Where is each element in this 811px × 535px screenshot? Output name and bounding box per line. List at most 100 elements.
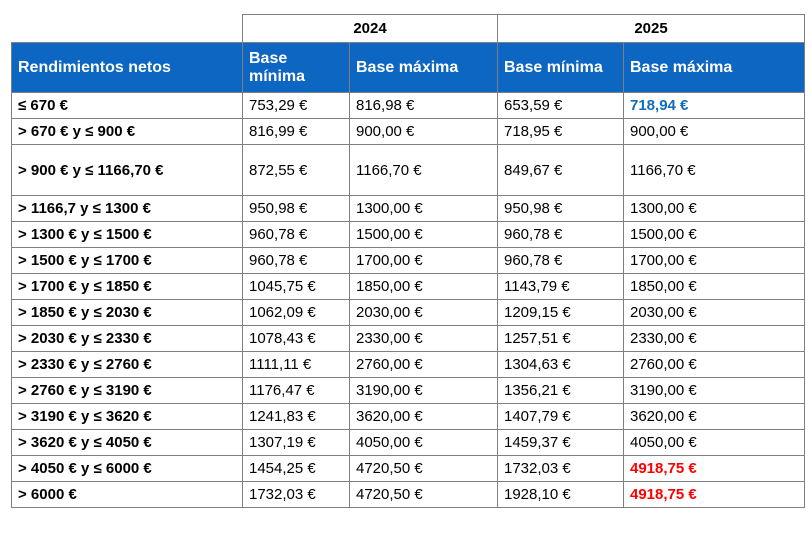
min-2024-cell: 950,98 €: [242, 195, 350, 222]
min-2024-cell: 872,55 €: [242, 144, 350, 196]
min-2025-cell: 960,78 €: [497, 221, 624, 248]
max-2024-cell: 1500,00 €: [349, 221, 498, 248]
income-range-cell: > 3620 € y ≤ 4050 €: [11, 429, 243, 456]
table-row: > 2330 € y ≤ 2760 €1111,11 €2760,00 €130…: [11, 351, 805, 378]
income-column-header: Rendimientos netos: [11, 42, 243, 93]
year-2024-header: 2024: [242, 14, 498, 43]
min-2024-cell: 1045,75 €: [242, 273, 350, 300]
min-2024-cell: 1176,47 €: [242, 377, 350, 404]
min-2025-cell: 1356,21 €: [497, 377, 624, 404]
max-2024-cell: 2330,00 €: [349, 325, 498, 352]
max-2024-cell: 1850,00 €: [349, 273, 498, 300]
table-row: > 4050 € y ≤ 6000 €1454,25 €4720,50 €173…: [11, 455, 805, 482]
max-2025-cell: 1300,00 €: [623, 195, 805, 222]
max-2024-cell: 1700,00 €: [349, 247, 498, 274]
max-2024-cell: 2030,00 €: [349, 299, 498, 326]
min-2024-cell: 816,99 €: [242, 118, 350, 145]
year-header-row: 2024 2025: [11, 14, 805, 43]
income-range-cell: > 1700 € y ≤ 1850 €: [11, 273, 243, 300]
min-2025-cell: 1732,03 €: [497, 455, 624, 482]
max-2024-cell: 1166,70 €: [349, 144, 498, 196]
max-2025-cell: 2030,00 €: [623, 299, 805, 326]
table-row: > 2760 € y ≤ 3190 €1176,47 €3190,00 €135…: [11, 377, 805, 404]
table-row: > 1700 € y ≤ 1850 €1045,75 €1850,00 €114…: [11, 273, 805, 300]
min-2024-cell: 1307,19 €: [242, 429, 350, 456]
min-2025-cell: 960,78 €: [497, 247, 624, 274]
max-2025-column-header: Base máxima: [623, 42, 805, 93]
income-range-cell: > 6000 €: [11, 481, 243, 508]
max-2025-cell: 1500,00 €: [623, 221, 805, 248]
income-range-cell: > 1850 € y ≤ 2030 €: [11, 299, 243, 326]
max-2025-cell: 2760,00 €: [623, 351, 805, 378]
table-row: > 1850 € y ≤ 2030 €1062,09 €2030,00 €120…: [11, 299, 805, 326]
table-row: > 3190 € y ≤ 3620 €1241,83 €3620,00 €140…: [11, 403, 805, 430]
max-2025-cell: 1166,70 €: [623, 144, 805, 196]
min-2025-cell: 1407,79 €: [497, 403, 624, 430]
max-2025-cell: 1700,00 €: [623, 247, 805, 274]
min-2025-cell: 950,98 €: [497, 195, 624, 222]
max-2025-cell: 718,94 €: [623, 92, 805, 119]
min-2024-cell: 1062,09 €: [242, 299, 350, 326]
max-2025-cell: 4050,00 €: [623, 429, 805, 456]
min-2025-cell: 1257,51 €: [497, 325, 624, 352]
min-2025-cell: 849,67 €: [497, 144, 624, 196]
max-2025-cell: 1850,00 €: [623, 273, 805, 300]
max-2025-cell: 2330,00 €: [623, 325, 805, 352]
min-2025-cell: 1459,37 €: [497, 429, 624, 456]
max-2024-cell: 4050,00 €: [349, 429, 498, 456]
max-2024-cell: 3620,00 €: [349, 403, 498, 430]
max-2024-cell: 1300,00 €: [349, 195, 498, 222]
min-2025-cell: 1304,63 €: [497, 351, 624, 378]
min-2025-column-header: Base mínima: [497, 42, 624, 93]
min-2024-cell: 1454,25 €: [242, 455, 350, 482]
income-range-cell: > 900 € y ≤ 1166,70 €: [11, 144, 243, 196]
max-2024-cell: 816,98 €: [349, 92, 498, 119]
table-row: > 6000 €1732,03 €4720,50 €1928,10 €4918,…: [11, 481, 805, 508]
income-range-cell: > 1300 € y ≤ 1500 €: [11, 221, 243, 248]
income-range-cell: > 1166,7 y ≤ 1300 €: [11, 195, 243, 222]
contribution-bases-table: 2024 2025 Rendimientos netos Base mínima…: [11, 14, 805, 508]
min-2024-column-header: Base mínima: [242, 42, 350, 93]
max-2024-cell: 2760,00 €: [349, 351, 498, 378]
income-range-cell: ≤ 670 €: [11, 92, 243, 119]
max-2025-cell: 4918,75 €: [623, 481, 805, 508]
income-range-cell: > 2760 € y ≤ 3190 €: [11, 377, 243, 404]
min-2025-cell: 718,95 €: [497, 118, 624, 145]
max-2024-cell: 900,00 €: [349, 118, 498, 145]
min-2024-cell: 960,78 €: [242, 221, 350, 248]
table-row: > 1300 € y ≤ 1500 €960,78 €1500,00 €960,…: [11, 221, 805, 248]
max-2025-cell: 4918,75 €: [623, 455, 805, 482]
income-range-cell: > 670 € y ≤ 900 €: [11, 118, 243, 145]
min-2024-cell: 753,29 €: [242, 92, 350, 119]
table-row: > 900 € y ≤ 1166,70 €872,55 €1166,70 €84…: [11, 144, 805, 196]
table-row: > 1500 € y ≤ 1700 €960,78 €1700,00 €960,…: [11, 247, 805, 274]
max-2024-cell: 4720,50 €: [349, 455, 498, 482]
table-row: > 3620 € y ≤ 4050 €1307,19 €4050,00 €145…: [11, 429, 805, 456]
min-2024-cell: 1078,43 €: [242, 325, 350, 352]
year-2025-header: 2025: [497, 14, 805, 43]
empty-corner-cell: [11, 14, 243, 43]
min-2024-cell: 960,78 €: [242, 247, 350, 274]
min-2024-cell: 1241,83 €: [242, 403, 350, 430]
min-2025-cell: 1928,10 €: [497, 481, 624, 508]
income-range-cell: > 2330 € y ≤ 2760 €: [11, 351, 243, 378]
min-2025-cell: 653,59 €: [497, 92, 624, 119]
table-row: > 670 € y ≤ 900 €816,99 €900,00 €718,95 …: [11, 118, 805, 145]
income-range-cell: > 4050 € y ≤ 6000 €: [11, 455, 243, 482]
income-range-cell: > 1500 € y ≤ 1700 €: [11, 247, 243, 274]
table-row: ≤ 670 €753,29 €816,98 €653,59 €718,94 €: [11, 92, 805, 119]
max-2024-cell: 3190,00 €: [349, 377, 498, 404]
min-2024-cell: 1732,03 €: [242, 481, 350, 508]
max-2025-cell: 900,00 €: [623, 118, 805, 145]
max-2025-cell: 3620,00 €: [623, 403, 805, 430]
min-2025-cell: 1143,79 €: [497, 273, 624, 300]
max-2024-cell: 4720,50 €: [349, 481, 498, 508]
income-range-cell: > 3190 € y ≤ 3620 €: [11, 403, 243, 430]
max-2024-column-header: Base máxima: [349, 42, 498, 93]
max-2025-cell: 3190,00 €: [623, 377, 805, 404]
min-2025-cell: 1209,15 €: [497, 299, 624, 326]
table-row: > 2030 € y ≤ 2330 €1078,43 €2330,00 €125…: [11, 325, 805, 352]
income-range-cell: > 2030 € y ≤ 2330 €: [11, 325, 243, 352]
table-body: 2024 2025 Rendimientos netos Base mínima…: [11, 14, 805, 508]
column-header-row: Rendimientos netos Base mínima Base máxi…: [11, 42, 805, 93]
